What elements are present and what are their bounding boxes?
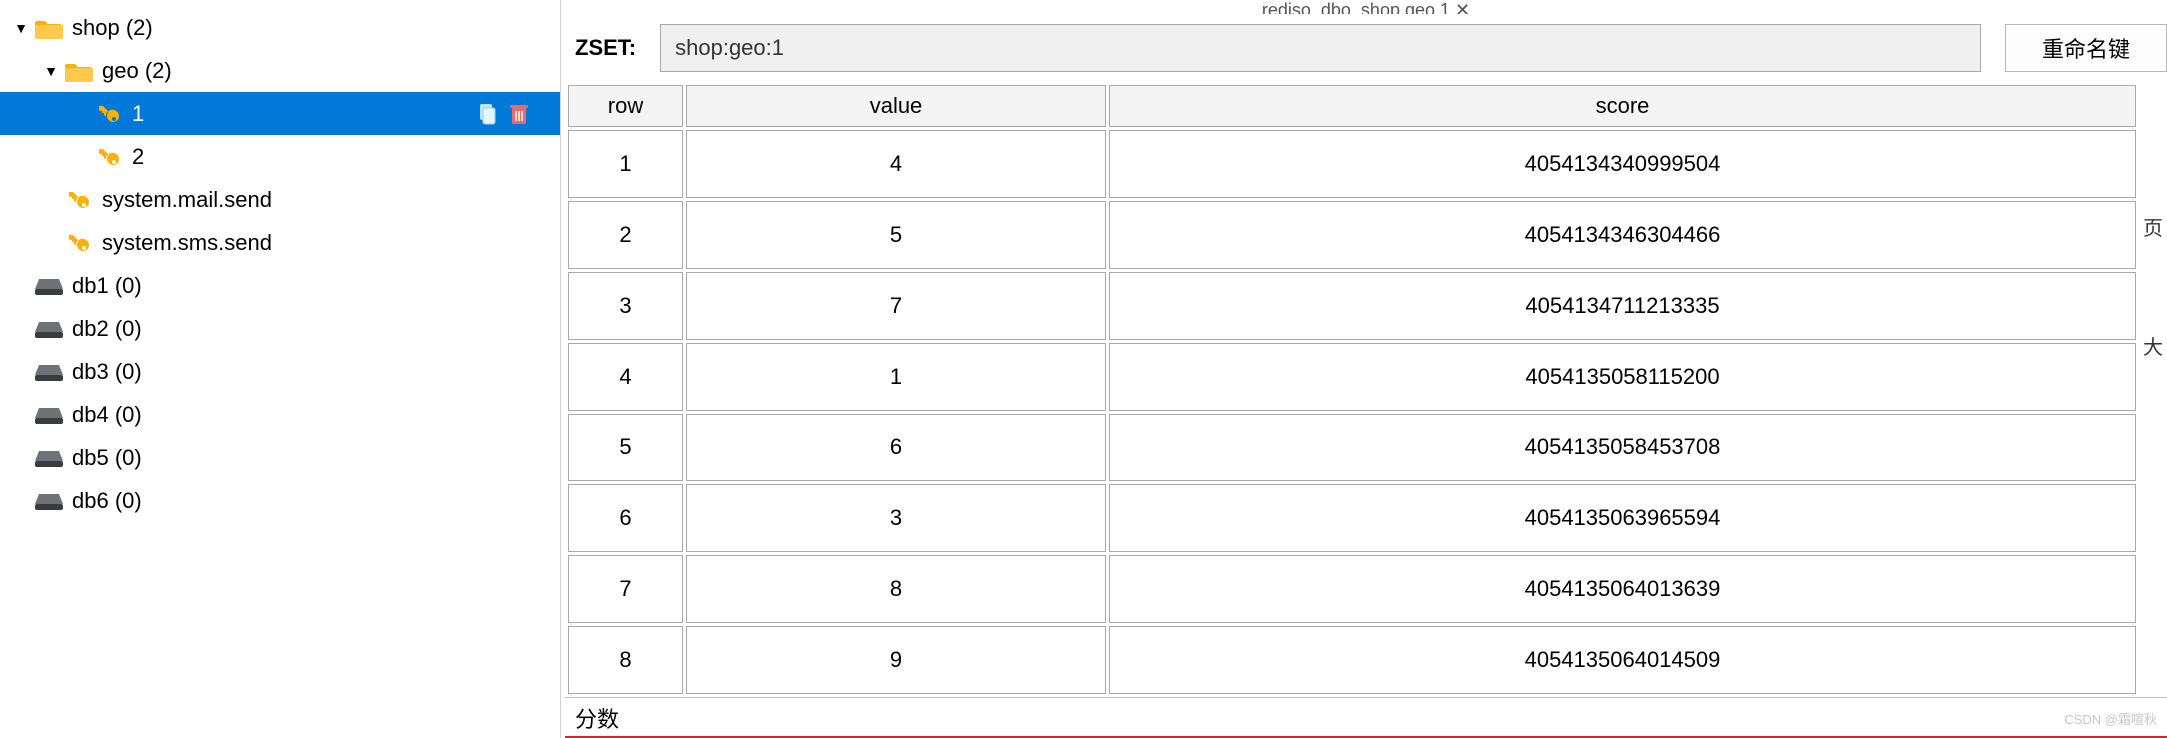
cell-value: 9: [686, 626, 1106, 694]
cell-value: 5: [686, 201, 1106, 269]
key-tree: ▼ shop (2) ▼ geo (2) ▼ 1 ▼: [0, 0, 560, 738]
zset-table: row value score 144054134340999504254054…: [565, 82, 2139, 697]
table-row[interactable]: 564054135058453708: [568, 414, 2136, 482]
cell-row: 1: [568, 130, 683, 198]
tree-db-6[interactable]: ▼ db6 (0): [0, 479, 560, 522]
tree-folder-shop[interactable]: ▼ shop (2): [0, 6, 560, 49]
cell-value: 6: [686, 414, 1106, 482]
delete-icon[interactable]: [508, 103, 530, 125]
tab-label[interactable]: rediso..dbo..shop.geo.1 ✕: [1262, 0, 1470, 14]
tree-label: db6 (0): [72, 488, 142, 514]
cell-row: 7: [568, 555, 683, 623]
table-row[interactable]: 414054135058115200: [568, 343, 2136, 411]
cell-row: 3: [568, 272, 683, 340]
tree-label: 1: [132, 101, 144, 127]
type-label: ZSET:: [575, 35, 636, 61]
copy-icon[interactable]: [476, 103, 498, 125]
gutter-text: 页: [2143, 212, 2163, 241]
cell-value: 1: [686, 343, 1106, 411]
database-icon: [34, 406, 64, 424]
tree-db-4[interactable]: ▼ db4 (0): [0, 393, 560, 436]
tree-key-mail[interactable]: ▼ system.mail.send: [0, 178, 560, 221]
tree-label: geo (2): [102, 58, 172, 84]
watermark: CSDN @霜喧秋: [2064, 709, 2157, 728]
tree-label: system.mail.send: [102, 187, 272, 213]
cell-value: 4: [686, 130, 1106, 198]
cell-score: 4054134346304466: [1109, 201, 2136, 269]
footer: 分数 CSDN @霜喧秋: [565, 697, 2167, 734]
tree-db-5[interactable]: ▼ db5 (0): [0, 436, 560, 479]
col-header-score[interactable]: score: [1109, 85, 2136, 127]
tree-label: db5 (0): [72, 445, 142, 471]
tree-key-2[interactable]: ▼ 2: [0, 135, 560, 178]
database-icon: [34, 320, 64, 338]
row-actions: [476, 103, 560, 125]
key-icon: [94, 145, 124, 169]
key-icon: [94, 102, 124, 126]
cell-value: 7: [686, 272, 1106, 340]
tree-label: db4 (0): [72, 402, 142, 428]
rename-button[interactable]: 重命名键: [2005, 24, 2167, 72]
tree-label: system.sms.send: [102, 230, 272, 256]
database-icon: [34, 449, 64, 467]
table-row[interactable]: 254054134346304466: [568, 201, 2136, 269]
table-row[interactable]: 144054134340999504: [568, 130, 2136, 198]
footer-label: 分数: [575, 702, 619, 734]
cell-score: 4054135058115200: [1109, 343, 2136, 411]
table-row[interactable]: 374054134711213335: [568, 272, 2136, 340]
key-icon: [64, 231, 94, 255]
table-row[interactable]: 634054135063965594: [568, 484, 2136, 552]
database-icon: [34, 492, 64, 510]
tree-label: 2: [132, 144, 144, 170]
gutter-text: 大: [2143, 331, 2163, 360]
database-icon: [34, 277, 64, 295]
tree-db-1[interactable]: ▼ db1 (0): [0, 264, 560, 307]
right-gutter: 页 大: [2139, 82, 2167, 697]
col-header-row[interactable]: row: [568, 85, 683, 127]
key-icon: [64, 188, 94, 212]
tree-db-3[interactable]: ▼ db3 (0): [0, 350, 560, 393]
database-icon: [34, 363, 64, 381]
table-row[interactable]: 784054135064013639: [568, 555, 2136, 623]
folder-icon: [34, 17, 64, 39]
expand-icon: ▼: [44, 63, 58, 79]
cell-score: 4054135064014509: [1109, 626, 2136, 694]
cell-score: 4054134340999504: [1109, 130, 2136, 198]
tree-label: shop (2): [72, 15, 153, 41]
cell-row: 5: [568, 414, 683, 482]
cell-row: 4: [568, 343, 683, 411]
tree-key-1[interactable]: ▼ 1: [0, 92, 560, 135]
tree-db-2[interactable]: ▼ db2 (0): [0, 307, 560, 350]
expand-icon: ▼: [14, 20, 28, 36]
cell-row: 8: [568, 626, 683, 694]
cell-value: 3: [686, 484, 1106, 552]
main-panel: rediso..dbo..shop.geo.1 ✕ ZSET: 重命名键 row…: [560, 0, 2167, 738]
cell-row: 6: [568, 484, 683, 552]
cell-score: 4054134711213335: [1109, 272, 2136, 340]
cell-score: 4054135058453708: [1109, 414, 2136, 482]
cell-row: 2: [568, 201, 683, 269]
tab-bar: rediso..dbo..shop.geo.1 ✕: [565, 0, 2167, 14]
key-name-input[interactable]: [660, 24, 1981, 72]
tree-label: db3 (0): [72, 359, 142, 385]
col-header-value[interactable]: value: [686, 85, 1106, 127]
tree-folder-geo[interactable]: ▼ geo (2): [0, 49, 560, 92]
tree-key-sms[interactable]: ▼ system.sms.send: [0, 221, 560, 264]
folder-icon: [64, 60, 94, 82]
table-row[interactable]: 894054135064014509: [568, 626, 2136, 694]
tree-label: db1 (0): [72, 273, 142, 299]
cell-score: 4054135063965594: [1109, 484, 2136, 552]
tree-label: db2 (0): [72, 316, 142, 342]
cell-value: 8: [686, 555, 1106, 623]
key-header: ZSET: 重命名键: [565, 14, 2167, 82]
cell-score: 4054135064013639: [1109, 555, 2136, 623]
